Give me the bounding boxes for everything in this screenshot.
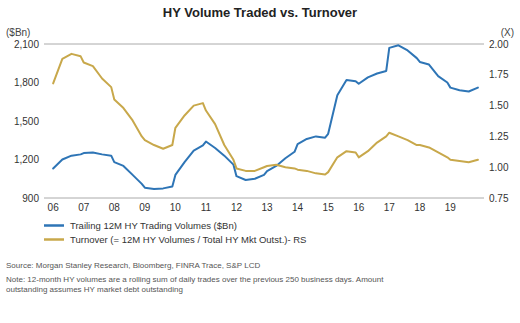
x-tick-label: 09	[139, 202, 151, 213]
x-tick-label: 18	[414, 202, 426, 213]
x-tick-label: 13	[261, 202, 273, 213]
title: HY Volume Traded vs. Turnover	[163, 5, 357, 20]
y-axis-label: ($Bn)	[6, 27, 30, 38]
y-tick-label: 2,100	[14, 39, 39, 50]
x-tick-label: 06	[48, 202, 60, 213]
note-line: outstanding assumes HY market debt outst…	[6, 285, 183, 294]
line-series	[53, 54, 478, 175]
chart: HY Volume Traded vs. Turnover ($Bn) (X) 900…	[0, 0, 520, 323]
y2-tick-label: 0.75	[489, 193, 509, 204]
x-tick-label: 15	[323, 202, 335, 213]
x-tick-label: 08	[109, 202, 121, 213]
x-tick-label: 14	[292, 202, 304, 213]
y-tick-label: 1,800	[14, 77, 39, 88]
note-text: Note: 12-month HY volumes are a rolling …	[6, 275, 384, 294]
y-tick-label: 1,500	[14, 116, 39, 127]
y2-tick-label: 2.00	[489, 39, 509, 50]
x-tick-label: 12	[231, 202, 243, 213]
y-tick-label: 1,200	[14, 154, 39, 165]
x-tick-label: 10	[170, 202, 182, 213]
source-text: Source: Morgan Stanley Research, Bloombe…	[6, 261, 260, 270]
y2-axis-label: (X)	[501, 27, 514, 38]
legend-entry: Trailing 12M HY Trading Volumes ($Bn)	[70, 220, 237, 231]
y2-tick-label: 1.00	[489, 162, 509, 173]
y2-tick-label: 1.50	[489, 100, 509, 111]
x-tick-label: 07	[78, 202, 90, 213]
line-series	[53, 45, 478, 189]
x-tick-label: 17	[384, 202, 396, 213]
x-tick-label: 11	[201, 202, 212, 213]
y2-tick-label: 1.75	[489, 69, 509, 80]
legend-swatch	[44, 238, 64, 241]
x-axis-line	[44, 198, 484, 199]
plot-area	[53, 45, 478, 189]
note-line: Note: 12-month HY volumes are a rolling …	[6, 275, 384, 284]
top-frame-line	[44, 44, 484, 45]
legend-swatch	[44, 224, 64, 227]
x-tick-label: 19	[445, 202, 457, 213]
x-tick-label: 16	[353, 202, 365, 213]
legend-entry: Turnover (= 12M HY Volumes / Total HY Mk…	[70, 234, 306, 245]
y-tick-label: 900	[22, 193, 39, 204]
y2-tick-label: 1.25	[489, 131, 509, 142]
